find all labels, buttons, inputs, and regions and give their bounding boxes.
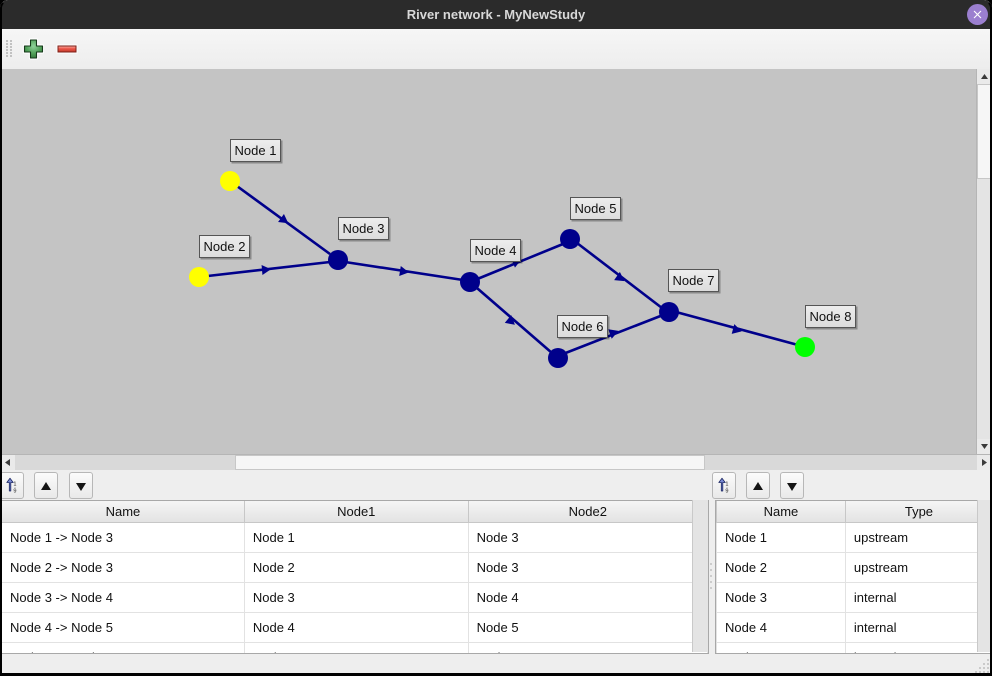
svg-text:9: 9 — [725, 488, 728, 494]
svg-text:9: 9 — [13, 488, 16, 494]
